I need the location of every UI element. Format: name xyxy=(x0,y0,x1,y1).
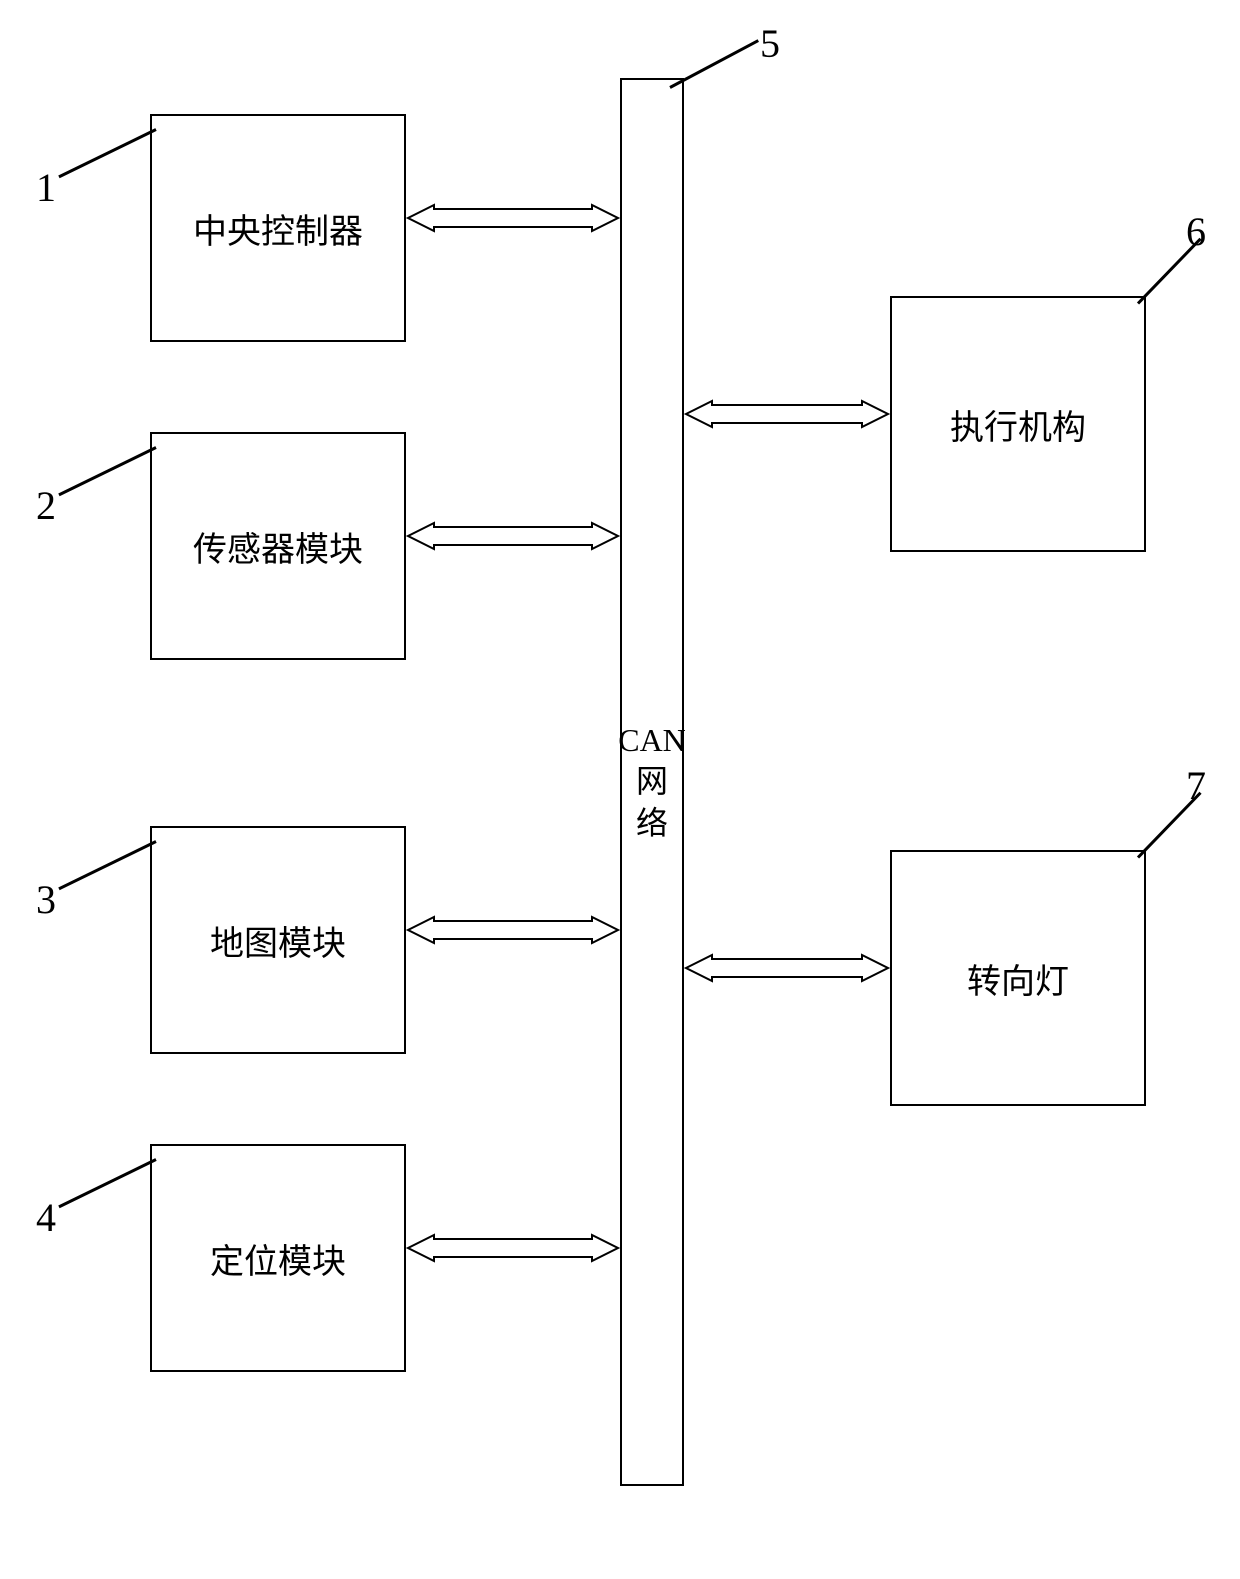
central-controller-number: 1 xyxy=(36,164,56,211)
bus-leader-line xyxy=(669,39,759,89)
central-controller-label: 中央控制器 xyxy=(193,204,363,253)
central-controller-leader xyxy=(58,128,156,178)
actuator-number: 6 xyxy=(1186,208,1206,255)
sensor-module-number: 2 xyxy=(36,482,56,529)
positioning-module-label: 定位模块 xyxy=(210,1234,346,1283)
sensor-module-leader xyxy=(58,446,156,496)
map-module-box: 地图模块 xyxy=(150,826,406,1054)
central-controller-arrow xyxy=(406,203,620,233)
can-bus: CAN 网 络 xyxy=(620,78,684,1486)
can-bus-label-line1: CAN xyxy=(618,720,686,762)
can-bus-label: CAN 网 络 xyxy=(618,720,686,845)
actuator-label: 执行机构 xyxy=(950,400,1086,449)
positioning-module-arrow xyxy=(406,1233,620,1263)
turn-signal-arrow xyxy=(684,953,890,983)
actuator-box: 执行机构 xyxy=(890,296,1146,552)
positioning-module-leader xyxy=(58,1158,156,1208)
turn-signal-label: 转向灯 xyxy=(967,954,1069,1003)
map-module-leader xyxy=(58,840,156,890)
map-module-arrow xyxy=(406,915,620,945)
sensor-module-label: 传感器模块 xyxy=(193,522,363,571)
sensor-module-box: 传感器模块 xyxy=(150,432,406,660)
bus-number-label: 5 xyxy=(760,20,780,67)
map-module-label: 地图模块 xyxy=(210,916,346,965)
turn-signal-box: 转向灯 xyxy=(890,850,1146,1106)
sensor-module-arrow xyxy=(406,521,620,551)
can-bus-label-line3: 络 xyxy=(618,803,686,845)
central-controller-box: 中央控制器 xyxy=(150,114,406,342)
positioning-module-box: 定位模块 xyxy=(150,1144,406,1372)
turn-signal-number: 7 xyxy=(1186,762,1206,809)
can-bus-label-line2: 网 xyxy=(618,761,686,803)
actuator-arrow xyxy=(684,399,890,429)
positioning-module-number: 4 xyxy=(36,1194,56,1241)
map-module-number: 3 xyxy=(36,876,56,923)
